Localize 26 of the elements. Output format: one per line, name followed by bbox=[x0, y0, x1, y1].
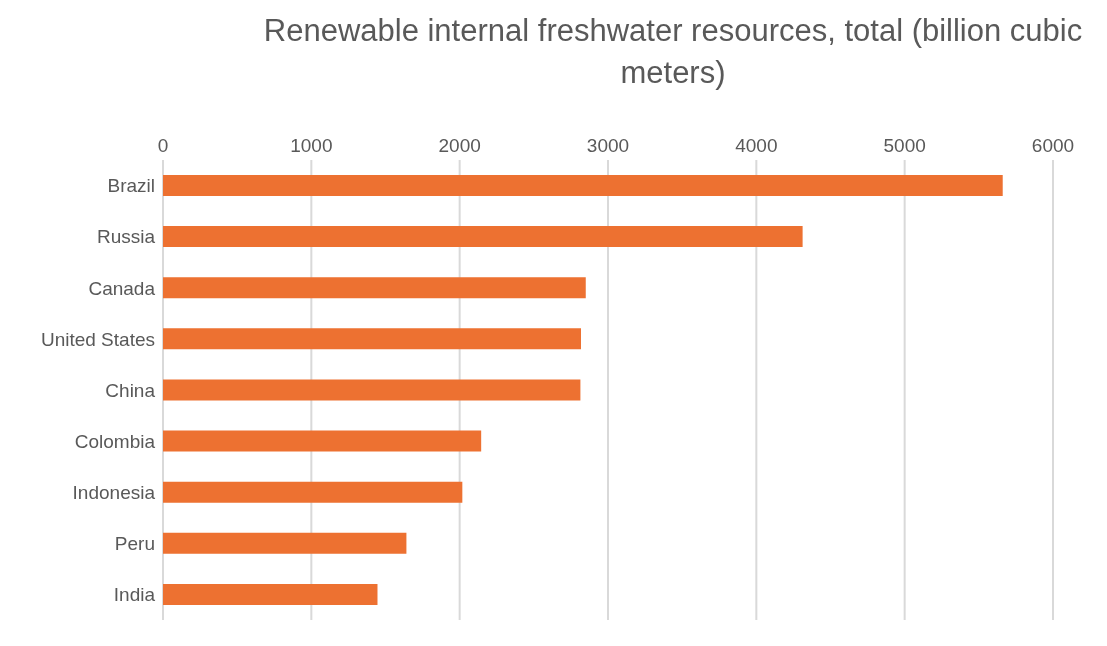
bar bbox=[163, 430, 482, 452]
x-tick-label: 6000 bbox=[1031, 135, 1075, 156]
y-tick-label: Canada bbox=[88, 277, 156, 299]
y-tick-label: Indonesia bbox=[72, 481, 156, 503]
bar bbox=[163, 175, 1003, 196]
y-tick-label: India bbox=[113, 584, 156, 606]
bar bbox=[163, 481, 463, 503]
x-tick-label: 2000 bbox=[438, 135, 481, 156]
bar bbox=[163, 379, 581, 401]
y-tick-label: Colombia bbox=[74, 430, 156, 452]
y-tick-label: Russia bbox=[96, 226, 156, 248]
x-tick-label: 4000 bbox=[735, 135, 778, 156]
y-tick-label: Peru bbox=[114, 533, 155, 555]
x-tick-label: 3000 bbox=[586, 135, 630, 156]
bar bbox=[163, 226, 803, 248]
x-tick-label: 0 bbox=[157, 135, 169, 156]
x-tick-label: 5000 bbox=[883, 135, 926, 156]
bar bbox=[163, 328, 581, 350]
y-tick-label: Brazil bbox=[107, 175, 155, 197]
x-tick-label: 1000 bbox=[290, 135, 333, 156]
chart-title: Renewable internal freshwater resources, total (billion cubic meters) bbox=[262, 12, 1084, 92]
bar bbox=[163, 532, 407, 554]
y-tick-label: United States bbox=[40, 328, 155, 350]
bar bbox=[163, 277, 586, 299]
bar bbox=[163, 583, 378, 605]
y-tick-label: China bbox=[105, 379, 156, 401]
